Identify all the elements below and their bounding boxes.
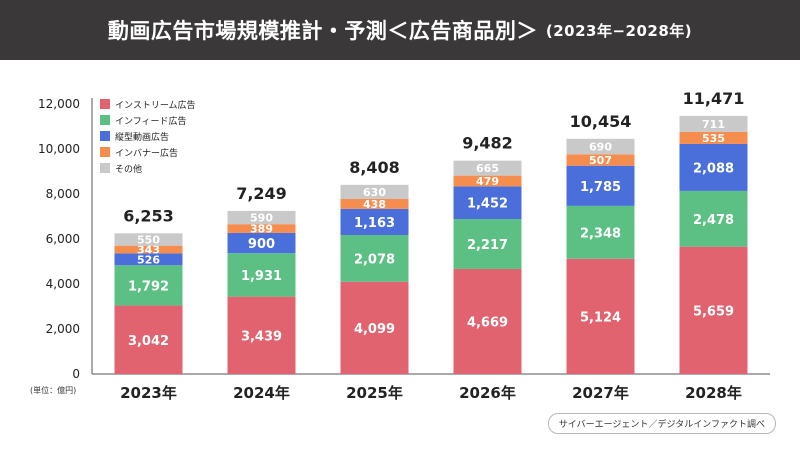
y-tick-label: 2,000 <box>46 322 80 336</box>
bar-segment <box>453 160 522 176</box>
data-label: 2,478 <box>693 213 734 228</box>
data-label: 1,785 <box>580 180 621 195</box>
bar-segment <box>114 253 183 266</box>
bar-segment <box>566 154 635 166</box>
data-label: 1,452 <box>467 197 508 212</box>
data-label: 590 <box>250 212 273 225</box>
bar-segment <box>227 224 296 233</box>
y-tick-label: 10,000 <box>38 142 80 156</box>
bar-segment <box>453 268 522 374</box>
bar-segment <box>566 205 635 259</box>
data-label: 479 <box>476 175 499 188</box>
bar-segment <box>114 245 183 254</box>
data-label: 2,088 <box>693 161 734 176</box>
bar-segment <box>679 143 748 191</box>
bar-segment <box>114 305 183 374</box>
legend-label: インフィード広告 <box>115 115 187 127</box>
data-label: 343 <box>137 244 160 257</box>
total-label: 10,454 <box>570 112 632 131</box>
bar-segment <box>566 165 635 206</box>
data-label: 900 <box>248 237 275 252</box>
chart-title-bar: 動画広告市場規模推計・予測＜広告商品別＞ (2023年−2028年) <box>0 0 800 60</box>
bar-segment <box>453 186 522 220</box>
source-note: サイバーエージェント／デジタルインファクト調べ <box>547 413 776 434</box>
y-tick-label: 6,000 <box>46 232 80 246</box>
bar-segment <box>679 190 748 247</box>
data-label: 690 <box>589 141 612 154</box>
bar-segment <box>453 175 522 187</box>
bar-segment <box>679 246 748 374</box>
legend-label: インストリーム広告 <box>115 99 196 111</box>
data-label: 2,348 <box>580 226 621 241</box>
legend-label: その他 <box>115 163 142 175</box>
chart-period: (2023年−2028年) <box>545 21 693 40</box>
data-label: 1,931 <box>241 269 282 284</box>
bar-segment <box>114 233 183 246</box>
y-tick-label: 8,000 <box>46 187 80 201</box>
legend-swatch <box>100 163 110 173</box>
data-label: 389 <box>250 223 273 236</box>
total-label: 7,249 <box>236 184 287 203</box>
bar-segment <box>453 219 522 269</box>
total-label: 9,482 <box>462 134 513 153</box>
legend-swatch <box>100 131 110 141</box>
y-tick-label: 0 <box>72 367 80 381</box>
data-label: 5,124 <box>580 310 621 325</box>
data-label: 5,659 <box>693 304 734 319</box>
legend-label: 縦型動画広告 <box>115 131 169 143</box>
legend-swatch <box>100 99 110 109</box>
legend-label: インバナー広告 <box>115 147 178 159</box>
total-label: 11,471 <box>683 89 745 108</box>
bar-segment <box>114 265 183 306</box>
bar-segment <box>227 232 296 254</box>
bar-segment <box>340 184 409 199</box>
legend-swatch <box>100 115 110 125</box>
total-label: 6,253 <box>123 206 174 225</box>
x-tick-label: 2026年 <box>459 384 516 402</box>
data-label: 507 <box>589 154 612 167</box>
bar-segment <box>566 138 635 155</box>
data-label: 1,163 <box>354 216 395 231</box>
legend-swatch <box>100 147 110 157</box>
bar-segment <box>227 210 296 225</box>
data-label: 438 <box>363 198 386 211</box>
x-tick-label: 2024年 <box>233 384 290 402</box>
x-tick-label: 2027年 <box>572 384 629 402</box>
data-label: 2,078 <box>354 252 395 267</box>
bar-segment <box>227 253 296 297</box>
y-tick-label: 12,000 <box>38 97 80 111</box>
chart-title: 動画広告市場規模推計・予測＜広告商品別＞ <box>107 19 538 43</box>
data-label: 665 <box>476 162 499 175</box>
x-tick-label: 2025年 <box>346 384 403 402</box>
bar-segment <box>340 281 409 374</box>
bar-segment <box>679 131 748 144</box>
y-tick-label: 4,000 <box>46 277 80 291</box>
data-label: 526 <box>137 253 160 266</box>
bar-segment <box>340 208 409 236</box>
data-label: 4,099 <box>354 322 395 337</box>
data-label: 3,439 <box>241 329 282 344</box>
x-tick-label: 2028年 <box>685 384 742 402</box>
bar-segment <box>340 235 409 282</box>
total-label: 8,408 <box>349 158 400 177</box>
data-label: 711 <box>702 118 725 131</box>
data-label: 1,792 <box>128 279 169 294</box>
unit-note: (単位：億円) <box>30 386 77 395</box>
data-label: 535 <box>702 132 725 145</box>
bar-segment <box>566 258 635 374</box>
bar-segment <box>227 296 296 374</box>
data-label: 4,669 <box>467 315 508 330</box>
data-label: 3,042 <box>128 334 169 349</box>
bar-segment <box>340 198 409 209</box>
data-label: 630 <box>363 186 386 199</box>
data-label: 2,217 <box>467 238 508 253</box>
x-tick-label: 2023年 <box>120 384 177 402</box>
data-label: 550 <box>137 233 160 246</box>
bar-segment <box>679 115 748 132</box>
